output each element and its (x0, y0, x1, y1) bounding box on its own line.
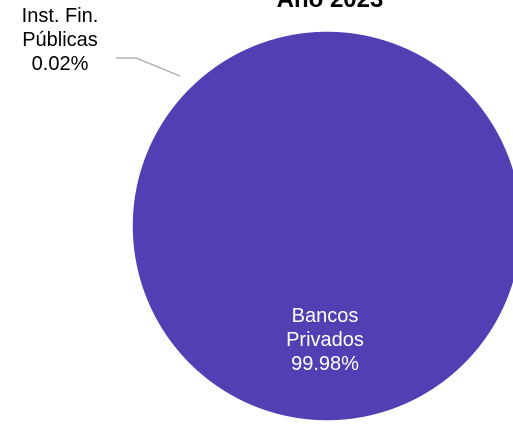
pie-slice (132, 31, 513, 421)
value-label: 0.02% (31, 53, 89, 75)
chart-title: Año 2023 (220, 0, 440, 14)
category-label: Bancos Privados (286, 305, 364, 351)
slice-label: Bancos Privados 99.98% (270, 304, 380, 376)
pie-slice (189, 88, 328, 227)
value-label: 99.98% (291, 353, 359, 375)
leader-line (116, 57, 181, 77)
slice-label: Inst. Fin. Públicas 0.02% (0, 4, 120, 76)
category-label: Inst. Fin. Públicas (21, 5, 99, 51)
